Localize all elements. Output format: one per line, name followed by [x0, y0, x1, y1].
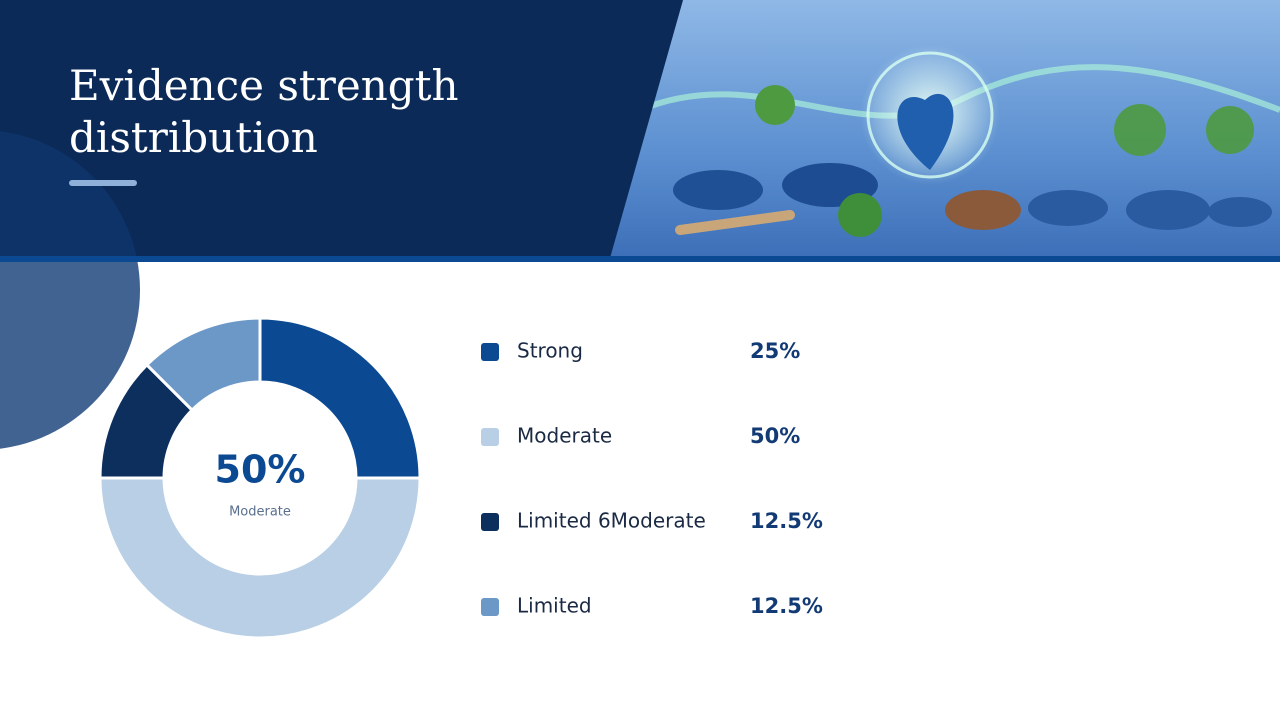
legend-value: 25%: [750, 339, 800, 363]
legend-label: Moderate: [517, 424, 612, 448]
legend-swatch: [481, 343, 499, 361]
legend-label: Limited: [517, 594, 592, 618]
header-rule: [0, 256, 1280, 262]
chart-title: Evidence strength distribution: [69, 61, 459, 162]
center-value: 50%: [215, 448, 306, 492]
donut-slice: [258, 316, 422, 480]
donut: 50% Moderate: [98, 316, 422, 640]
title-underline: [69, 180, 137, 186]
legend-swatch: [481, 513, 499, 531]
legend-swatch: [481, 598, 499, 616]
legend-label: Limited 6Moderate: [517, 509, 706, 533]
legend-value: 50%: [750, 424, 800, 448]
donut-slice: [144, 316, 262, 413]
legend-label: Strong: [517, 339, 583, 363]
header-overlay: [0, 0, 683, 258]
header-panel: [0, 0, 683, 258]
legend-value: 12.5%: [750, 509, 823, 533]
center-label: Moderate: [229, 505, 291, 520]
decor-circle: [0, 131, 140, 449]
legend-swatch: [481, 428, 499, 446]
donut-slice: [98, 476, 422, 640]
legend: Strong 25% Moderate 50% Limited 6Moderate 12.…: [481, 339, 823, 618]
legend-value: 12.5%: [750, 594, 823, 618]
header-image: [600, 0, 1280, 258]
